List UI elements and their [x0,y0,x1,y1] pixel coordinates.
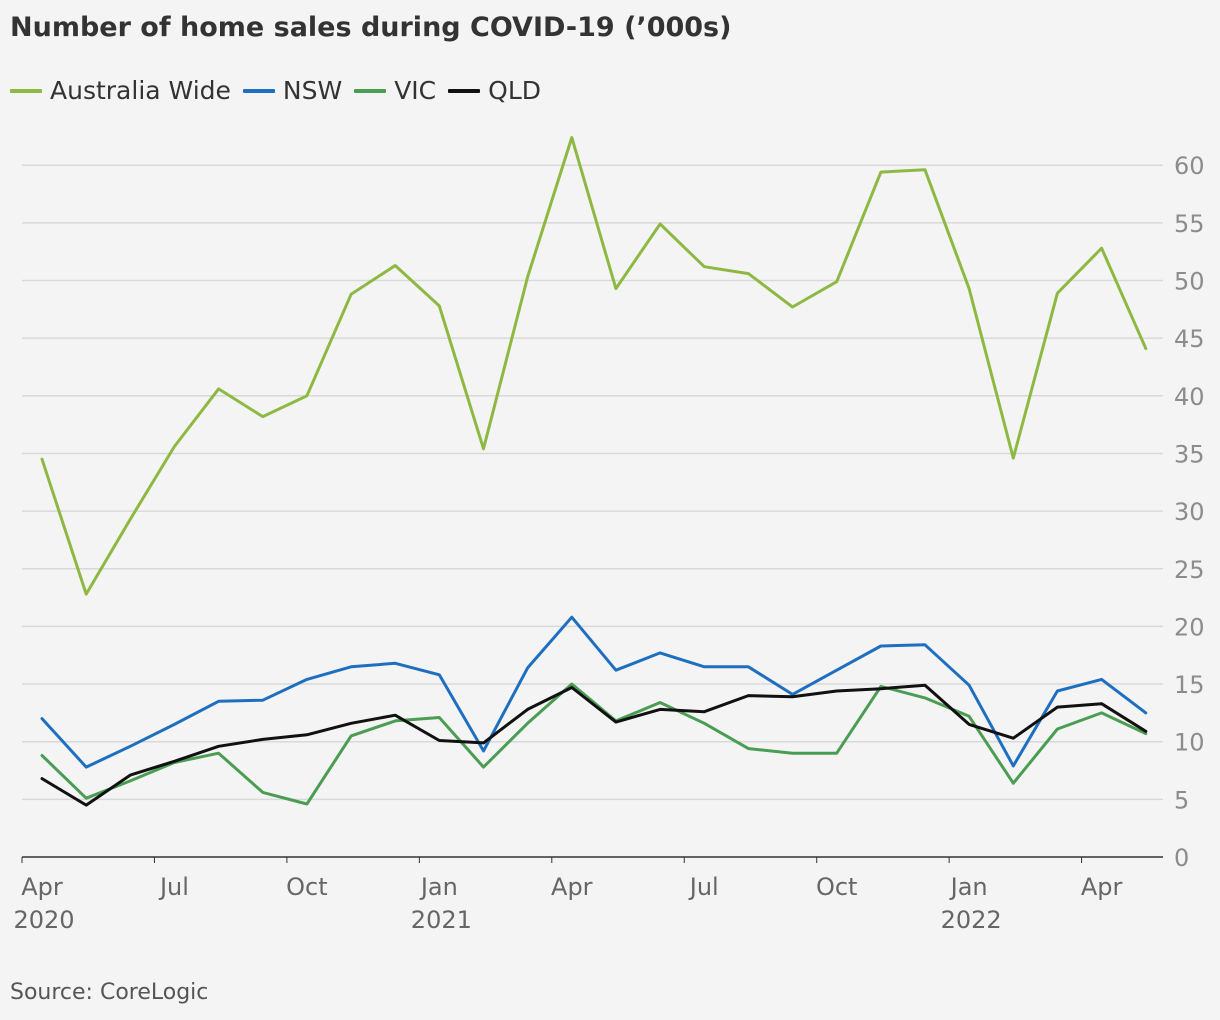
x-tick-label: Jan [419,873,458,901]
legend-swatch-vic [354,88,387,93]
y-tick-label: 45 [1174,325,1205,353]
legend: Australia Wide NSW VIC QLD [10,76,553,105]
legend-label-nsw: NSW [282,76,343,105]
series-line-australia-wide [40,136,1148,596]
y-tick-label: 55 [1174,210,1205,238]
series-line-vic [40,682,1148,806]
x-tick-label: Oct [286,873,328,901]
x-tick-label: Apr [21,873,63,901]
y-tick-label: 15 [1174,671,1205,699]
x-tick-label: Apr [551,873,593,901]
legend-item-vic: VIC [354,76,436,105]
x-tick-year-label: 2021 [411,906,472,934]
y-tick-label: 5 [1174,786,1189,814]
y-tick-label: 25 [1174,556,1205,584]
x-tick-year-label: 2020 [13,906,74,934]
legend-swatch-australia-wide [10,88,42,93]
y-tick-label: 40 [1174,383,1205,411]
y-tick-label: 50 [1174,268,1205,296]
x-tick-year-label: 2022 [941,906,1002,934]
x-tick-label: Oct [816,873,858,901]
legend-item-nsw: NSW [242,76,343,105]
y-tick-label: 30 [1174,498,1205,526]
x-tick-label: Jul [158,873,189,901]
legend-item-qld: QLD [448,76,541,105]
x-tick-label: Jan [949,873,988,901]
x-tick-label: Apr [1081,873,1123,901]
legend-swatch-qld [448,88,481,93]
source-note: Source: CoreLogic [10,980,209,1005]
y-tick-label: 60 [1174,152,1205,180]
legend-label-vic: VIC [394,76,437,105]
series-line-nsw [40,615,1148,769]
series-line-qld [40,683,1148,807]
y-tick-label: 10 [1174,729,1205,757]
x-tick-label: Jul [688,873,719,901]
legend-label-australia-wide: Australia Wide [50,76,231,105]
chart-title: Number of home sales during COVID-19 (’0… [10,12,732,43]
legend-item-australia-wide: Australia Wide [10,76,231,105]
y-tick-label: 35 [1174,440,1205,468]
legend-swatch-nsw [242,88,275,93]
legend-label-qld: QLD [488,76,541,105]
y-tick-label: 0 [1174,844,1189,872]
y-tick-label: 20 [1174,613,1205,641]
